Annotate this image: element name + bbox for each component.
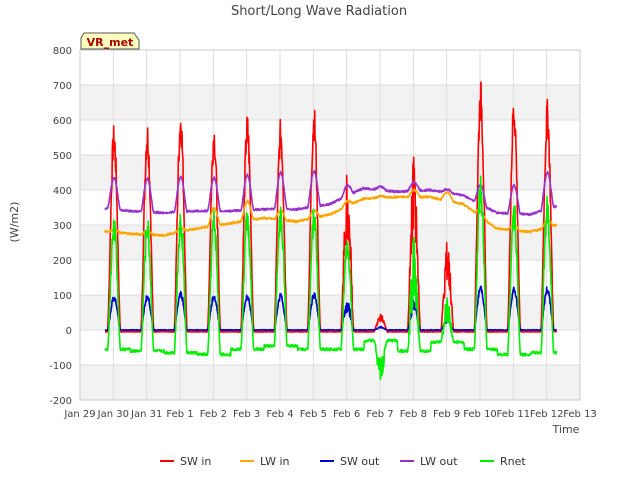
- plot-band: [80, 85, 580, 120]
- y-axis-label: (W/m2): [8, 202, 21, 243]
- series-lines: [104, 81, 558, 381]
- plot-band: [80, 365, 580, 400]
- y-tick-label: 800: [53, 46, 72, 57]
- x-tick-label: Feb 5: [300, 409, 327, 420]
- plot-band: [80, 295, 580, 330]
- series-line-rnet: [104, 175, 558, 381]
- x-tick-label: Jan 29: [63, 409, 95, 420]
- chart-title: Short/Long Wave Radiation: [231, 4, 407, 19]
- legend-label: SW out: [340, 455, 380, 468]
- legend-label: Rnet: [500, 455, 526, 468]
- x-tick-label: Jan 31: [130, 409, 162, 420]
- y-tick-label: -200: [49, 396, 72, 407]
- y-tick-label: 0: [66, 326, 72, 337]
- y-tick-label: 600: [53, 116, 72, 127]
- x-tick-label: Feb 1: [166, 409, 193, 420]
- plot-band: [80, 260, 580, 295]
- y-tick-label: 100: [53, 291, 72, 302]
- site-badge: VR_met: [80, 32, 140, 50]
- x-tick-label: Feb 10: [463, 409, 497, 420]
- legend-label: LW out: [420, 455, 458, 468]
- legend-label: LW in: [260, 455, 290, 468]
- x-tick-label: Feb 8: [400, 409, 427, 420]
- x-tick-label: Feb 12: [530, 409, 564, 420]
- x-tick-label: Feb 6: [333, 409, 360, 420]
- x-axis-label: Time: [552, 423, 580, 436]
- plot-frame: [79, 49, 581, 401]
- x-tick-label: Feb 2: [200, 409, 227, 420]
- y-tick-label: -100: [49, 361, 72, 372]
- x-tick-label: Feb 9: [433, 409, 460, 420]
- y-tick-label: 300: [53, 221, 72, 232]
- y-tick-label: 500: [53, 151, 72, 162]
- x-tick-label: Feb 3: [233, 409, 260, 420]
- plot-band: [80, 190, 580, 225]
- plot-band: [80, 120, 580, 155]
- plot-band: [80, 155, 580, 190]
- legend: SW in LW in SW out LW out Rnet: [160, 455, 526, 468]
- badge-label: VR_met: [87, 36, 134, 49]
- x-tick-labels: Jan 29 Jan 30 Jan 31 Feb 1 Feb 2 Feb 3 Feb 4 Fe…: [63, 409, 596, 420]
- badge-box: [80, 32, 140, 50]
- plot-band: [80, 225, 580, 260]
- x-tick-label: Feb 11: [497, 409, 531, 420]
- legend-label: SW in: [180, 455, 211, 468]
- series-line-sw-out: [104, 285, 558, 332]
- plot-band: [80, 50, 580, 85]
- y-tick-label: 400: [53, 186, 72, 197]
- y-tick-label: 700: [53, 81, 72, 92]
- x-tick-label: Jan 30: [97, 409, 129, 420]
- y-tick-labels: -200 -100 0 100 200 300 400 500 600 700 800: [49, 46, 72, 407]
- series-line-sw-in: [104, 81, 558, 333]
- y-tick-label: 200: [53, 256, 72, 267]
- plot-bands: [80, 50, 580, 400]
- x-tick-label: Feb 13: [563, 409, 597, 420]
- x-tick-label: Feb 4: [266, 409, 293, 420]
- x-tick-label: Feb 7: [366, 409, 393, 420]
